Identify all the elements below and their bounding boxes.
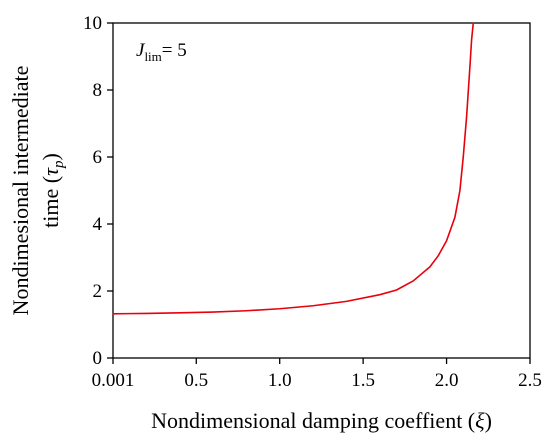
y-tick-label: 6 <box>93 147 103 168</box>
series-layer <box>112 22 475 315</box>
series-line-0 <box>112 22 475 315</box>
x-axis-ticks: 0.001 0.5 1.0 1.5 2.0 2.5 <box>92 358 542 391</box>
annotation-value: = 5 <box>162 40 187 61</box>
annotation-base: J <box>136 40 146 61</box>
y-axis-label-line1: Nondimesional intermediate <box>8 66 33 316</box>
y-tick-label: 4 <box>93 214 103 235</box>
plot-frame <box>112 22 531 359</box>
x-tick-label: 2.5 <box>518 370 542 391</box>
y-tick-label: 0 <box>93 348 103 369</box>
x-tick-label: 0.5 <box>184 370 208 391</box>
y-tick-label: 2 <box>93 281 103 302</box>
y-axis-ticks: 0 2 4 6 8 10 <box>83 13 113 369</box>
annotation-subscript: lim <box>144 49 161 64</box>
x-tick-label: 1.0 <box>268 370 292 391</box>
x-tick-label: 0.001 <box>92 370 135 391</box>
annotation-jlim: Jlim= 5 <box>136 40 187 64</box>
x-axis-label: Nondimensional damping coeffient (ξ) <box>151 408 492 433</box>
x-tick-label: 1.5 <box>351 370 375 391</box>
y-tick-label: 10 <box>83 13 102 34</box>
y-axis-label-line2: time (τp) <box>38 153 67 228</box>
x-tick-label: 2.0 <box>435 370 459 391</box>
y-tick-label: 8 <box>93 80 103 101</box>
